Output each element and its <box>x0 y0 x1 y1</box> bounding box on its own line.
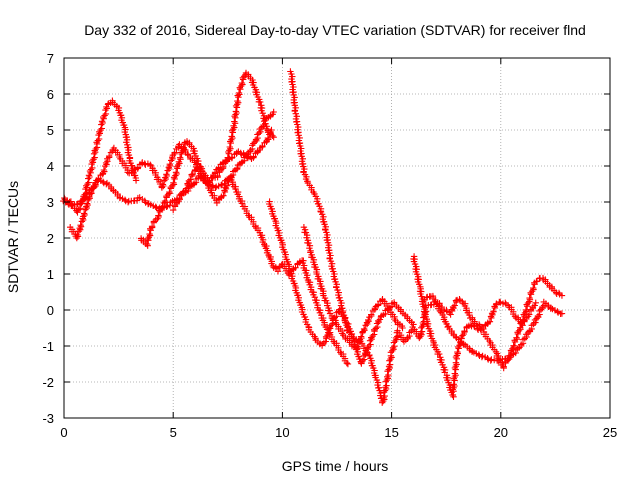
y-tick-label: -2 <box>42 375 54 390</box>
series-track-2 <box>61 97 140 216</box>
grid-lines <box>64 58 610 418</box>
x-tick-label: 0 <box>60 425 67 440</box>
chart-title: Day 332 of 2016, Sidereal Day-to-day VTE… <box>84 22 586 38</box>
axis-ticks <box>63 57 611 419</box>
y-axis-label: SDTVAR / TECUs <box>5 181 21 293</box>
x-tick-labels: 0 5 10 15 20 25 <box>60 425 617 440</box>
y-tick-label: 2 <box>47 231 54 246</box>
series-track-6 <box>287 68 566 406</box>
x-tick-label: 10 <box>275 425 289 440</box>
y-tick-label: 4 <box>47 159 54 174</box>
plus-markers <box>61 97 140 216</box>
x-tick-label: 20 <box>494 425 508 440</box>
y-tick-labels: -3 -2 -1 0 1 2 3 4 5 6 7 <box>42 51 54 426</box>
plus-markers <box>410 253 566 400</box>
x-tick-label: 15 <box>384 425 398 440</box>
y-tick-label: 5 <box>47 123 54 138</box>
plus-markers <box>287 68 566 406</box>
x-axis-label: GPS time / hours <box>282 458 389 474</box>
series-track-8 <box>300 224 406 353</box>
y-tick-label: 7 <box>47 51 54 66</box>
plus-markers <box>421 292 539 333</box>
x-tick-label: 25 <box>603 425 617 440</box>
y-tick-label: -3 <box>42 411 54 426</box>
y-tick-label: 3 <box>47 195 54 210</box>
y-tick-label: 6 <box>47 87 54 102</box>
y-tick-label: 0 <box>47 303 54 318</box>
x-tick-label: 5 <box>170 425 177 440</box>
plus-markers <box>300 224 406 353</box>
data-marks <box>60 68 566 406</box>
y-tick-label: -1 <box>42 339 54 354</box>
y-tick-label: 1 <box>47 267 54 282</box>
series-track-10 <box>421 292 539 333</box>
series-track-9 <box>410 253 566 400</box>
